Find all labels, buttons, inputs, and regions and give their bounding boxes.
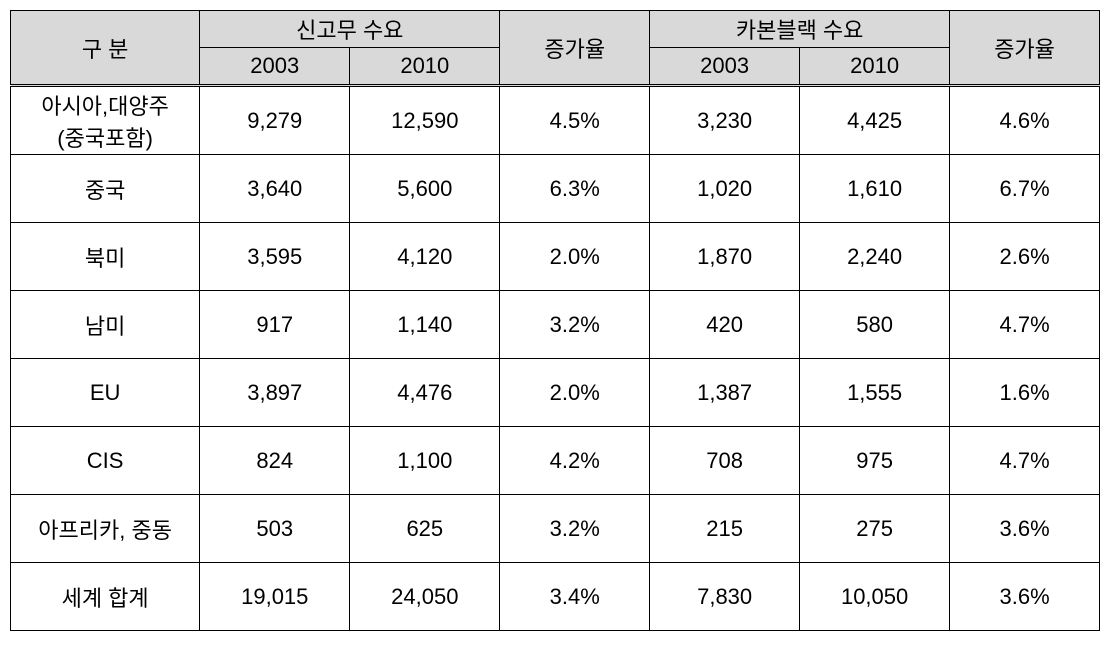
- table-row: 중국 3,640 5,600 6.3% 1,020 1,610 6.7%: [11, 155, 1100, 223]
- cell-carbon-2010: 975: [800, 427, 950, 495]
- demand-table: 구 분 신고무 수요 증가율 카본블랙 수요 증가율 2003 2010 200…: [10, 10, 1100, 631]
- cell-carbon-2003: 1,387: [650, 359, 800, 427]
- cell-carbon-2010: 4,425: [800, 86, 950, 155]
- cell-carbon-2003: 1,020: [650, 155, 800, 223]
- cell-category: 세계 합계: [11, 563, 200, 631]
- cell-category: 아시아,대양주 (중국포함): [11, 86, 200, 155]
- table-row: 아프리카, 중동 503 625 3.2% 215 275 3.6%: [11, 495, 1100, 563]
- cell-category: 북미: [11, 223, 200, 291]
- cell-rubber-2010: 1,140: [350, 291, 500, 359]
- table-row: 남미 917 1,140 3.2% 420 580 4.7%: [11, 291, 1100, 359]
- cell-carbon-rate: 4.7%: [950, 291, 1100, 359]
- cell-rubber-2003: 19,015: [200, 563, 350, 631]
- cell-rubber-2010: 5,600: [350, 155, 500, 223]
- cell-category: 남미: [11, 291, 200, 359]
- cell-carbon-2010: 580: [800, 291, 950, 359]
- cell-rubber-2010: 4,476: [350, 359, 500, 427]
- header-carbon-rate: 증가율: [950, 11, 1100, 86]
- cell-carbon-rate: 6.7%: [950, 155, 1100, 223]
- cell-carbon-2010: 1,610: [800, 155, 950, 223]
- table-body: 아시아,대양주 (중국포함) 9,279 12,590 4.5% 3,230 4…: [11, 86, 1100, 631]
- cell-carbon-rate: 3.6%: [950, 563, 1100, 631]
- cell-rubber-2010: 24,050: [350, 563, 500, 631]
- cell-rubber-2003: 9,279: [200, 86, 350, 155]
- cell-category: 중국: [11, 155, 200, 223]
- cell-carbon-2010: 1,555: [800, 359, 950, 427]
- cell-rubber-rate: 6.3%: [500, 155, 650, 223]
- cell-rubber-rate: 4.2%: [500, 427, 650, 495]
- header-category: 구 분: [11, 11, 200, 86]
- cell-carbon-rate: 1.6%: [950, 359, 1100, 427]
- cell-category: EU: [11, 359, 200, 427]
- cell-carbon-rate: 4.7%: [950, 427, 1100, 495]
- cell-rubber-rate: 2.0%: [500, 223, 650, 291]
- cell-rubber-2010: 4,120: [350, 223, 500, 291]
- cell-category: 아프리카, 중동: [11, 495, 200, 563]
- cell-carbon-2003: 7,830: [650, 563, 800, 631]
- cell-rubber-rate: 4.5%: [500, 86, 650, 155]
- cell-carbon-2003: 3,230: [650, 86, 800, 155]
- cell-rubber-2003: 3,595: [200, 223, 350, 291]
- cell-rubber-2003: 917: [200, 291, 350, 359]
- header-rubber-2003: 2003: [200, 48, 350, 86]
- cell-carbon-rate: 2.6%: [950, 223, 1100, 291]
- cell-carbon-rate: 4.6%: [950, 86, 1100, 155]
- cell-rubber-rate: 3.2%: [500, 291, 650, 359]
- header-row-1: 구 분 신고무 수요 증가율 카본블랙 수요 증가율: [11, 11, 1100, 48]
- table-row: EU 3,897 4,476 2.0% 1,387 1,555 1.6%: [11, 359, 1100, 427]
- header-rubber-2010: 2010: [350, 48, 500, 86]
- cell-category: CIS: [11, 427, 200, 495]
- cell-rubber-2003: 3,640: [200, 155, 350, 223]
- table-row: 세계 합계 19,015 24,050 3.4% 7,830 10,050 3.…: [11, 563, 1100, 631]
- header-rubber-rate: 증가율: [500, 11, 650, 86]
- cell-rubber-2003: 503: [200, 495, 350, 563]
- header-rubber-demand: 신고무 수요: [200, 11, 500, 48]
- cell-carbon-2003: 708: [650, 427, 800, 495]
- table-row: 아시아,대양주 (중국포함) 9,279 12,590 4.5% 3,230 4…: [11, 86, 1100, 155]
- category-line1: 아시아,대양주: [41, 94, 169, 119]
- cell-carbon-2010: 2,240: [800, 223, 950, 291]
- cell-rubber-rate: 3.4%: [500, 563, 650, 631]
- cell-rubber-2010: 1,100: [350, 427, 500, 495]
- cell-rubber-rate: 3.2%: [500, 495, 650, 563]
- header-carbon-2010: 2010: [800, 48, 950, 86]
- cell-carbon-2003: 1,870: [650, 223, 800, 291]
- table-row: 북미 3,595 4,120 2.0% 1,870 2,240 2.6%: [11, 223, 1100, 291]
- table-row: CIS 824 1,100 4.2% 708 975 4.7%: [11, 427, 1100, 495]
- cell-rubber-2010: 12,590: [350, 86, 500, 155]
- cell-carbon-2003: 420: [650, 291, 800, 359]
- cell-rubber-rate: 2.0%: [500, 359, 650, 427]
- cell-rubber-2010: 625: [350, 495, 500, 563]
- header-carbon-demand: 카본블랙 수요: [650, 11, 950, 48]
- category-line2: (중국포함): [57, 126, 153, 151]
- cell-rubber-2003: 824: [200, 427, 350, 495]
- cell-carbon-rate: 3.6%: [950, 495, 1100, 563]
- header-carbon-2003: 2003: [650, 48, 800, 86]
- cell-carbon-2003: 215: [650, 495, 800, 563]
- cell-carbon-2010: 275: [800, 495, 950, 563]
- cell-carbon-2010: 10,050: [800, 563, 950, 631]
- cell-rubber-2003: 3,897: [200, 359, 350, 427]
